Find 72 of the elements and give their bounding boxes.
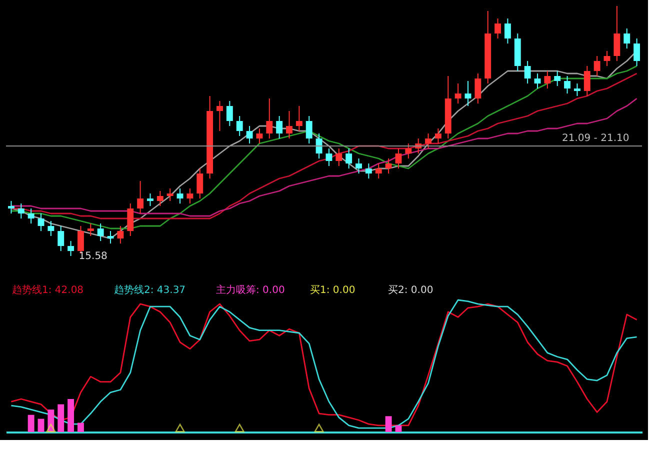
annotation: 21.09 - 21.10 <box>562 133 630 144</box>
candlestick <box>48 220 54 236</box>
candlestick <box>464 80 472 106</box>
text: 趋势线1: 42.08 <box>12 284 84 296</box>
candlestick <box>117 226 124 244</box>
candlestick <box>266 98 273 139</box>
bar <box>58 404 64 432</box>
candlestick <box>176 188 184 204</box>
text: 买1: 0.00 <box>310 285 356 296</box>
candlestick <box>584 66 590 96</box>
bar <box>38 418 44 432</box>
candlestick <box>434 128 442 144</box>
candlestick <box>425 133 432 149</box>
bar <box>28 414 34 432</box>
bar <box>385 416 392 432</box>
candlestick <box>256 128 263 144</box>
candlestick <box>494 18 501 39</box>
candlestick <box>296 106 302 132</box>
candlestick <box>624 28 630 49</box>
candlestick <box>385 158 392 174</box>
candlestick <box>604 50 610 66</box>
candlestick <box>18 203 24 219</box>
candlestick <box>574 83 580 96</box>
candlestick <box>236 116 243 136</box>
candlestick <box>166 188 174 202</box>
candlestick <box>87 223 94 236</box>
bar <box>395 425 402 432</box>
text: 主力吸筹: 0.00 <box>216 284 285 296</box>
candlestick <box>375 163 382 179</box>
candlestick <box>454 83 462 104</box>
bar <box>68 399 74 432</box>
candlestick <box>97 223 104 242</box>
candlestick <box>504 18 511 44</box>
candlestick <box>316 133 322 159</box>
candlestick <box>137 180 144 214</box>
bar <box>77 422 84 432</box>
candlestick <box>286 110 292 139</box>
candlestick <box>614 6 620 62</box>
candlestick <box>147 193 154 206</box>
candlestick <box>356 158 362 174</box>
candlestick <box>196 168 204 199</box>
candlestick <box>127 203 134 236</box>
candlestick <box>276 116 283 139</box>
text: 趋势线2: 43.37 <box>114 284 186 296</box>
candlestick <box>524 60 531 84</box>
text: 买2: 0.00 <box>388 285 434 296</box>
candlestick <box>28 208 34 224</box>
candlestick <box>336 148 342 166</box>
candlestick <box>346 148 352 169</box>
candlestick <box>564 76 571 94</box>
candlestick <box>594 56 600 76</box>
candlestick <box>554 70 561 86</box>
candlestick <box>58 226 64 252</box>
candlestick <box>38 213 44 232</box>
candlestick <box>8 200 14 214</box>
candlestick <box>186 188 194 204</box>
candlestick <box>326 148 332 166</box>
candlestick <box>246 126 253 144</box>
candlestick <box>395 148 402 169</box>
candlestick <box>365 163 372 179</box>
candlestick <box>216 100 223 132</box>
candlestick <box>544 70 551 89</box>
candlestick <box>107 230 114 244</box>
candlestick <box>405 143 412 159</box>
candlestick <box>534 73 541 89</box>
annotation: 15.58 <box>78 251 108 262</box>
candlestick <box>474 73 482 104</box>
candlestick <box>634 38 640 66</box>
candlestick <box>226 100 233 126</box>
candlestick <box>306 116 312 144</box>
candlestick <box>68 240 74 256</box>
candlestick <box>156 190 164 206</box>
